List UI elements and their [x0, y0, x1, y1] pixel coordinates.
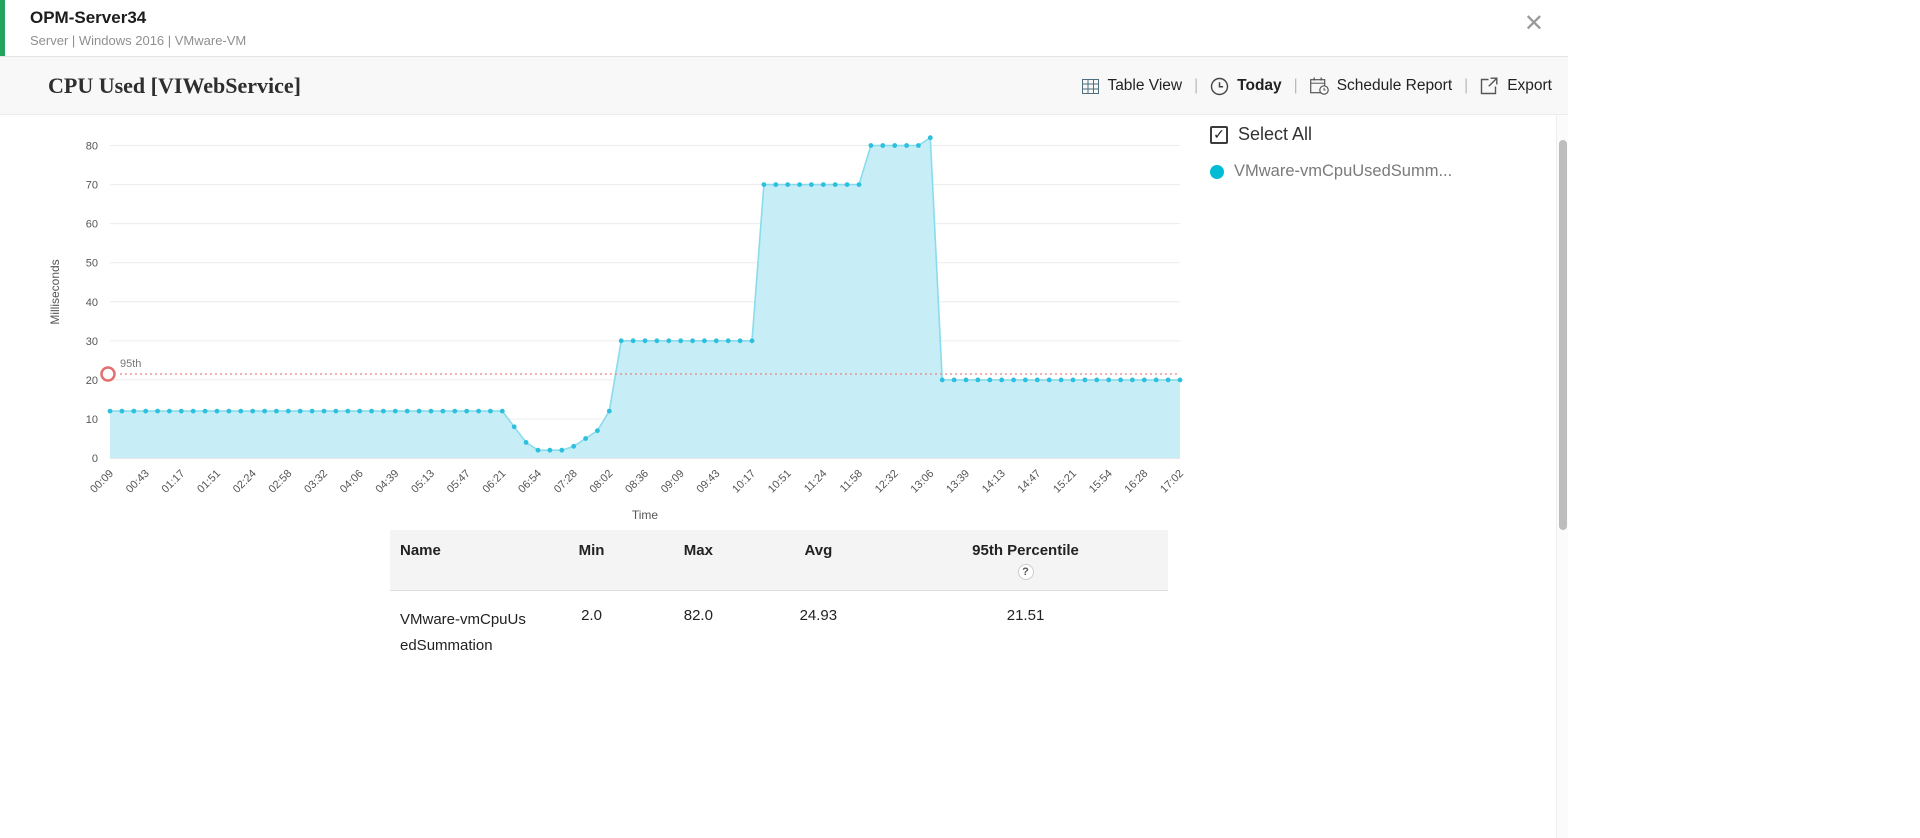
- svg-text:08:02: 08:02: [587, 468, 615, 496]
- svg-text:80: 80: [86, 141, 98, 153]
- svg-text:02:24: 02:24: [231, 468, 259, 496]
- export-label: Export: [1507, 77, 1552, 94]
- svg-text:06:21: 06:21: [480, 468, 508, 496]
- svg-text:12:32: 12:32: [873, 468, 901, 496]
- column-header-avg: Avg: [753, 530, 884, 591]
- cell-min: 2.0: [540, 590, 644, 674]
- svg-text:08:36: 08:36: [623, 468, 651, 496]
- svg-text:13:06: 13:06: [908, 468, 936, 496]
- checkbox-checked-icon[interactable]: ✓: [1210, 125, 1228, 144]
- legend-series-label: VMware-vmCpuUsedSumm...: [1234, 162, 1453, 180]
- svg-text:05:13: 05:13: [409, 468, 437, 496]
- export-icon: [1480, 77, 1499, 95]
- svg-text:14:13: 14:13: [980, 468, 1008, 496]
- separator: |: [1293, 77, 1298, 94]
- svg-text:01:51: 01:51: [195, 468, 223, 496]
- column-header-95th-label: 95th Percentile: [972, 542, 1079, 559]
- table-view-label: Table View: [1107, 77, 1183, 94]
- svg-text:06:54: 06:54: [516, 468, 544, 496]
- svg-text:17:02: 17:02: [1158, 468, 1185, 496]
- vertical-scrollbar[interactable]: [1556, 115, 1568, 838]
- svg-text:07:28: 07:28: [552, 468, 580, 496]
- cpu-used-area-chart[interactable]: 0 10 20 30 40 50 60 70 80 95th 00:09 00:43 01:17 01:5…: [35, 118, 1185, 523]
- statistics-table: Name Min Max Avg 95th Percentile ? VMwar…: [390, 530, 1168, 674]
- toolbar-actions: Table View | Today | Schedule Report |: [1082, 57, 1552, 115]
- select-all-option[interactable]: ✓ Select All: [1210, 124, 1540, 145]
- svg-text:04:39: 04:39: [373, 468, 401, 496]
- help-icon[interactable]: ?: [1017, 564, 1034, 580]
- dialog-header: OPM-Server34 Server | Windows 2016 | VMw…: [0, 0, 1568, 57]
- series-color-dot: [1210, 164, 1224, 179]
- separator: |: [1194, 77, 1199, 94]
- column-header-name: Name: [390, 530, 540, 591]
- select-all-label: Select All: [1238, 124, 1313, 144]
- calendar-clock-icon: [1309, 77, 1329, 95]
- svg-text:40: 40: [86, 297, 98, 309]
- svg-text:09:43: 09:43: [694, 468, 722, 496]
- device-subtitle: Server | Windows 2016 | VMware-VM: [30, 33, 247, 48]
- svg-text:04:06: 04:06: [338, 468, 366, 496]
- scrollbar-thumb[interactable]: [1559, 140, 1567, 530]
- svg-text:10: 10: [86, 414, 98, 426]
- svg-text:11:58: 11:58: [838, 468, 865, 495]
- svg-text:05:47: 05:47: [445, 468, 473, 496]
- schedule-report-button[interactable]: Schedule Report: [1309, 77, 1453, 95]
- status-accent-bar: [0, 0, 5, 56]
- svg-text:Time: Time: [632, 508, 659, 522]
- svg-text:70: 70: [86, 180, 98, 192]
- svg-text:50: 50: [86, 258, 98, 270]
- table-row: VMware-vmCpuUsedSummation 2.0 82.0 24.93…: [390, 590, 1168, 674]
- table-view-button[interactable]: Table View: [1082, 77, 1182, 95]
- cell-95th-percentile: 21.51: [883, 590, 1168, 674]
- svg-text:09:09: 09:09: [659, 468, 687, 496]
- svg-text:01:17: 01:17: [159, 468, 187, 496]
- time-period-button[interactable]: Today: [1210, 77, 1282, 96]
- svg-text:14:47: 14:47: [1015, 468, 1043, 496]
- column-header-max: Max: [643, 530, 754, 591]
- svg-text:30: 30: [86, 336, 98, 348]
- close-icon[interactable]: ✕: [1523, 10, 1544, 37]
- svg-text:11:24: 11:24: [802, 468, 829, 495]
- time-period-label: Today: [1237, 77, 1282, 94]
- svg-text:0: 0: [92, 453, 98, 465]
- svg-text:15:54: 15:54: [1087, 468, 1115, 496]
- cell-max: 82.0: [643, 590, 754, 674]
- table-header-row: Name Min Max Avg 95th Percentile ?: [390, 530, 1168, 591]
- export-button[interactable]: Export: [1480, 77, 1552, 95]
- svg-text:60: 60: [86, 219, 98, 231]
- svg-text:02:58: 02:58: [266, 468, 294, 496]
- table-grid-icon: [1082, 78, 1100, 94]
- legend-series-item[interactable]: VMware-vmCpuUsedSumm...: [1210, 162, 1540, 181]
- svg-text:Milliseconds: Milliseconds: [48, 259, 62, 324]
- cell-series-name: VMware-vmCpuUsedSummation: [390, 590, 540, 674]
- svg-text:20: 20: [86, 375, 98, 387]
- widget-toolbar: CPU Used [VIWebService] Table View | Tod…: [0, 57, 1568, 115]
- svg-text:10:51: 10:51: [766, 468, 794, 496]
- svg-text:10:17: 10:17: [730, 468, 758, 496]
- chart-legend: ✓ Select All VMware-vmCpuUsedSumm...: [1210, 124, 1540, 181]
- schedule-report-label: Schedule Report: [1336, 77, 1453, 94]
- report-dialog: OPM-Server34 Server | Windows 2016 | VMw…: [0, 0, 1568, 838]
- separator: |: [1464, 77, 1469, 94]
- widget-title: CPU Used [VIWebService]: [48, 73, 301, 98]
- svg-text:03:32: 03:32: [302, 468, 330, 496]
- svg-text:95th: 95th: [120, 358, 141, 370]
- svg-text:15:21: 15:21: [1051, 468, 1079, 496]
- column-header-min: Min: [540, 530, 644, 591]
- device-title: OPM-Server34: [30, 8, 147, 27]
- svg-text:16:28: 16:28: [1122, 468, 1150, 496]
- svg-text:13:39: 13:39: [944, 468, 972, 496]
- clock-icon: [1210, 77, 1229, 96]
- column-header-95th: 95th Percentile ?: [883, 530, 1168, 591]
- cell-avg: 24.93: [753, 590, 884, 674]
- svg-text:00:43: 00:43: [124, 468, 152, 496]
- svg-text:00:09: 00:09: [88, 468, 116, 496]
